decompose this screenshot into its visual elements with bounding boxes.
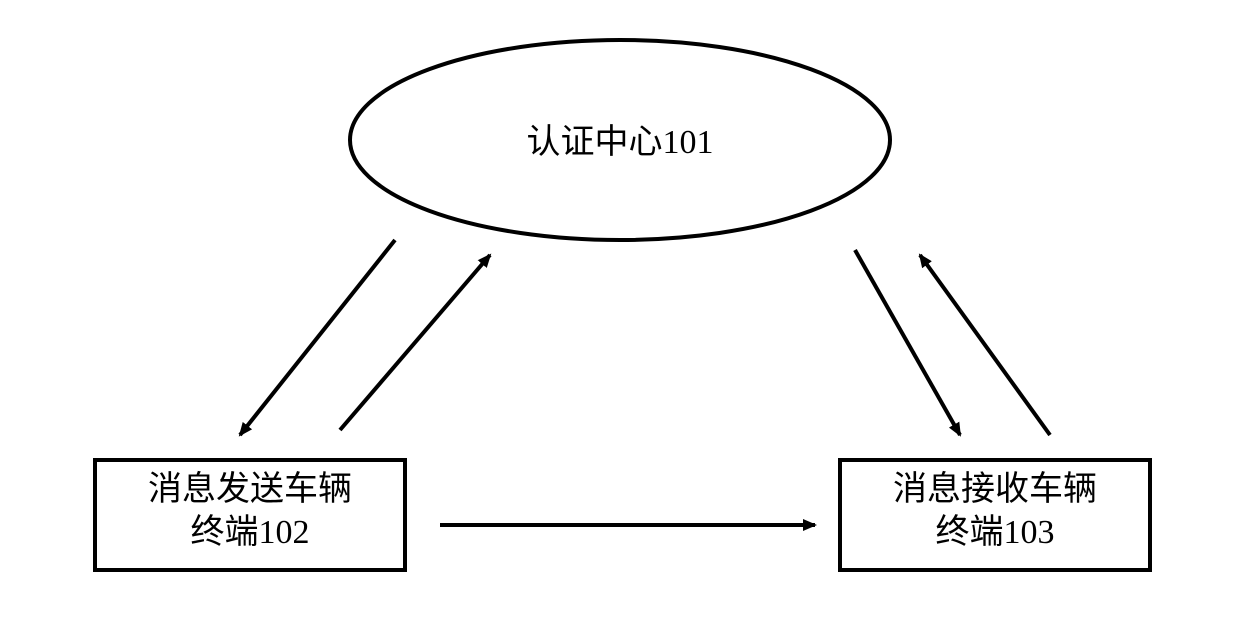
receiver-label-line2: 终端103 [936,513,1055,551]
auth-center-label: 认证中心101 [527,123,714,161]
edge-auth-to-sender [240,240,395,435]
edge-receiver-to-auth [920,255,1050,435]
sender-label-line2: 终端102 [191,513,310,551]
sender-label-line1: 消息发送车辆 [148,470,352,508]
edge-auth-to-receiver [855,250,960,435]
node-receiver: 消息接收车辆 终端103 [840,460,1150,570]
diagram-canvas: 认证中心101 消息发送车辆 终端102 消息接收车辆 终端103 [0,0,1240,629]
node-sender: 消息发送车辆 终端102 [95,460,405,570]
receiver-label-line1: 消息接收车辆 [893,470,1097,508]
node-auth-center: 认证中心101 [350,40,890,240]
